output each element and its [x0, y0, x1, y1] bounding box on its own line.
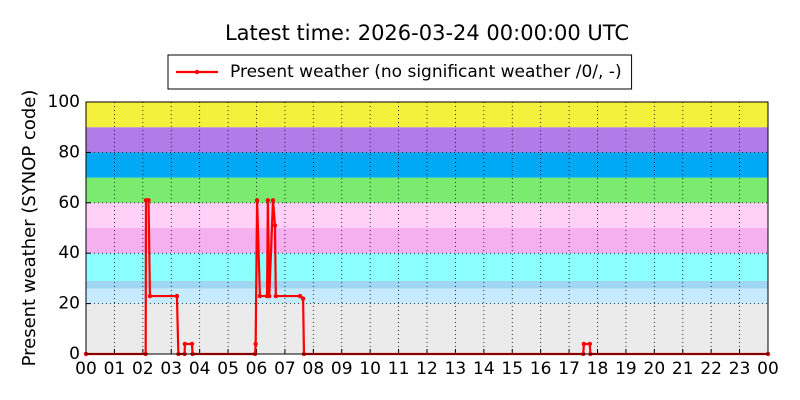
marker: [253, 341, 258, 347]
marker: [146, 198, 151, 203]
x-tick-label: 00: [75, 359, 97, 379]
x-tick-label: 04: [189, 359, 211, 379]
x-tick-label: 03: [160, 359, 182, 379]
x-tick-label: 19: [615, 359, 637, 379]
legend-marker: [194, 69, 200, 75]
x-tick-label: 10: [359, 359, 381, 379]
band: [86, 253, 768, 281]
chart-title: Latest time: 2026-03-24 00:00:00 UTC: [225, 21, 629, 45]
legend-label: Present weather (no significant weather …: [230, 62, 622, 82]
x-tick-label: 11: [388, 359, 410, 379]
x-tick-label: 00: [757, 359, 779, 379]
marker: [254, 198, 260, 203]
x-tick-label: 09: [331, 359, 353, 379]
x-tick-label: 05: [217, 359, 239, 379]
x-tick-label: 07: [274, 359, 296, 379]
legend-box: [167, 54, 633, 90]
x-tick-label: 23: [729, 359, 751, 379]
x-tick-label: 17: [558, 359, 580, 379]
marker: [182, 341, 188, 347]
band: [86, 303, 768, 354]
plot-area: 00 01 02 03 04 05 06 07 08 09 10 11 12 13 14 15 16 17 18 19…: [48, 92, 779, 379]
marker: [174, 293, 180, 299]
marker: [272, 223, 278, 228]
plot-frame: [85, 101, 769, 355]
y-tick-label: 100: [48, 92, 80, 112]
x-tick-label: 06: [246, 359, 268, 379]
x-tick-label: 15: [501, 359, 523, 379]
x-tick-label: 13: [445, 359, 467, 379]
marker: [587, 341, 593, 347]
legend: Present weather (no significant weather …: [167, 54, 633, 90]
x-tick-label: 14: [473, 359, 495, 379]
x-tick-label: 12: [416, 359, 438, 379]
band: [86, 228, 768, 254]
marker: [189, 341, 195, 347]
x-tick-label: 18: [587, 359, 609, 379]
x-tick-label: 02: [132, 359, 154, 379]
band: [86, 127, 768, 153]
y-tick-label: 20: [58, 294, 80, 314]
x-tick-label: 01: [104, 359, 126, 379]
marker: [270, 198, 276, 203]
x-tick-label: 16: [530, 359, 552, 379]
y-tick-label: 0: [69, 344, 80, 364]
y-axis-label: Present weather (SYNOP code): [19, 90, 40, 367]
x-tick-label: 08: [303, 359, 325, 379]
band: [86, 280, 768, 289]
marker: [273, 293, 279, 299]
x-tick-label: 22: [700, 359, 722, 379]
marker: [265, 198, 271, 203]
y-tick-label: 80: [58, 142, 80, 162]
x-tick-label: 20: [644, 359, 666, 379]
marker: [257, 293, 263, 299]
band: [86, 152, 768, 178]
x-tick-label: 21: [672, 359, 694, 379]
y-tick-label: 60: [58, 193, 80, 213]
marker: [267, 293, 272, 299]
marker: [147, 293, 153, 299]
marker: [300, 296, 306, 301]
marker: [297, 293, 303, 299]
marker: [581, 341, 587, 347]
y-tick-label: 40: [58, 243, 80, 263]
